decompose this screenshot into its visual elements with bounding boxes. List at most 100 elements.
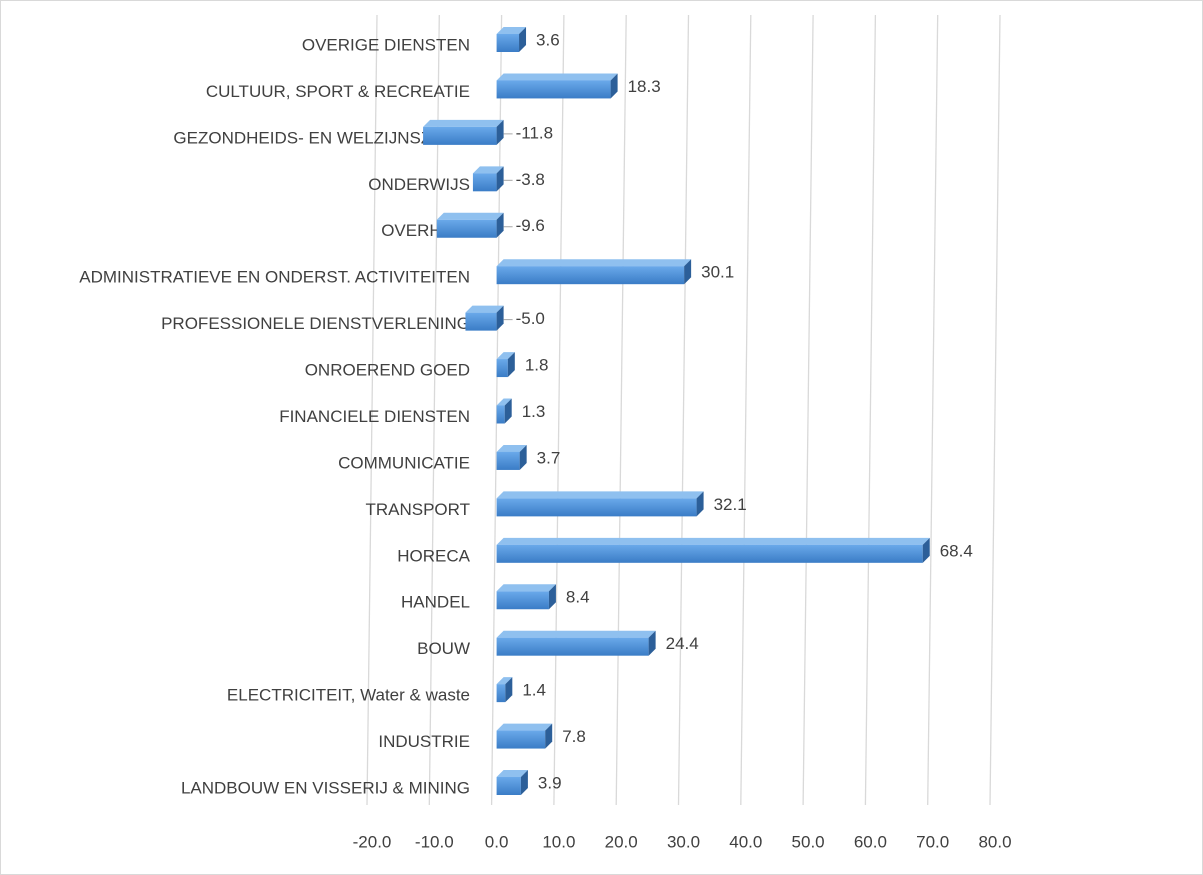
x-tick-label: 20.0 [605,832,638,851]
bar [472,173,497,192]
bar [496,451,520,470]
bar [496,637,649,656]
grid-line [989,14,1001,806]
bar [496,80,611,99]
bar-top [496,352,515,360]
bar [496,777,521,795]
y-tick-label: CULTUUR, SPORT & RECREATIE [206,82,470,101]
bar-top [472,166,504,174]
y-tick-label: BOUW [417,639,470,658]
bar-side [496,305,504,331]
grid-line [740,14,752,806]
bar-side [922,537,930,563]
grid-line [366,14,378,806]
grid-line [615,14,627,806]
grid-line [864,14,877,806]
x-tick-label: -10.0 [415,832,454,851]
bar [496,34,520,52]
y-tick-label: FINANCIELE DIENSTEN [279,407,470,426]
value-label: 18.3 [628,77,661,96]
bar-side [504,398,512,424]
value-label: -11.8 [516,123,554,142]
x-tick-label: -20.0 [353,832,392,851]
value-label: 3.7 [537,448,561,467]
bar-side [684,259,692,285]
bar-side [519,444,527,470]
value-label: 3.9 [538,773,562,792]
grid-line [428,14,440,806]
x-tick-label: 40.0 [729,832,762,851]
bar-top [496,398,512,406]
bar [423,126,497,145]
bar [496,498,697,517]
value-label: 24.4 [666,634,699,653]
x-tick-label: 50.0 [792,832,825,851]
grid-line [927,14,939,806]
value-label: 8.4 [566,588,590,607]
y-tick-label: ONROEREND GOED [305,361,470,380]
grid-line [677,14,690,806]
bar-top [496,677,513,685]
bar-side [545,723,553,749]
y-tick-label: HANDEL [401,593,470,612]
bar-top [423,119,504,127]
bar-top [465,305,504,313]
grid-line [802,14,814,806]
value-label: 1.4 [522,681,546,700]
bar-side [648,630,656,656]
bar [496,544,923,563]
bar [496,684,506,703]
bar-side [496,212,504,238]
bar-top [496,584,556,592]
x-tick-label: 30.0 [667,832,700,851]
y-tick-label: ELECTRICITEIT, Water & waste [227,686,470,705]
x-tick-label: 70.0 [916,832,949,851]
value-label: 32.1 [714,495,747,514]
value-label: 7.8 [562,727,586,746]
y-tick-label: ONDERWIJS [368,175,470,194]
bar [496,266,685,285]
value-label: -5.0 [516,309,545,328]
bar [496,405,505,424]
x-tick-label: 80.0 [978,832,1011,851]
value-label: -3.8 [516,170,545,189]
bar-side [496,166,504,192]
bar-side [548,584,556,610]
bar-side [505,677,513,703]
y-tick-label: INDUSTRIE [378,732,470,751]
grid-line [553,14,565,806]
value-label: 3.6 [536,30,560,49]
bar-top [496,491,704,499]
bar-side [520,770,528,795]
bar-side [610,73,618,99]
y-tick-label: LANDBOUW EN VISSERIJ & MINING [181,778,470,797]
bar-side [507,352,515,378]
x-tick-label: 10.0 [542,832,575,851]
bar-side [519,27,527,52]
bar-top [496,537,930,545]
x-tick-label: 60.0 [854,832,887,851]
bar-top [496,770,528,777]
bar [496,359,508,378]
y-tick-label: ADMINISTRATIEVE EN ONDERST. ACTIVITEITEN [79,268,470,287]
x-tick-label: 0.0 [485,832,509,851]
bar-top [496,259,692,267]
bar-top [496,630,656,638]
bar [496,591,549,610]
y-tick-label: TRANSPORT [365,500,470,519]
y-tick-label: GEZONDHEIDS- EN WELZIJNSZORG [173,128,470,147]
bar-top [496,723,553,731]
bar [496,730,546,749]
value-label: 30.1 [701,263,734,282]
bar-top [496,444,527,452]
bar-top [436,212,504,220]
bar [465,312,497,331]
bar-side [496,119,504,145]
value-label: -9.6 [516,216,545,235]
bar-top [496,73,618,81]
value-label: 1.3 [522,402,546,421]
value-label: 1.8 [525,356,549,375]
bar-side [696,491,704,517]
